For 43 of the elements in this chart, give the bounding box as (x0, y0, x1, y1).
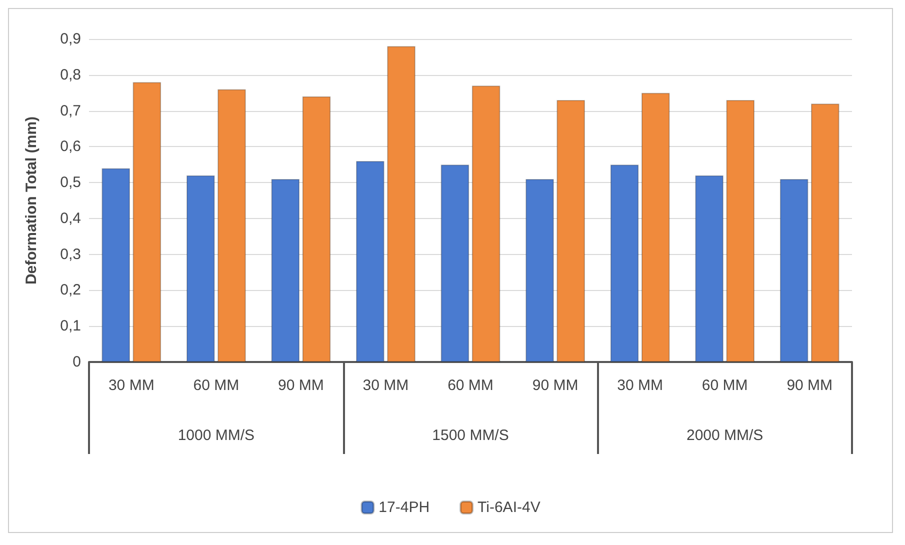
bar (102, 168, 130, 362)
bar (811, 104, 840, 362)
x-tick-label: 60 MM (448, 377, 494, 394)
x-tick-label: 90 MM (786, 377, 833, 394)
bar (356, 161, 384, 362)
y-tick-label: 0,5 (60, 174, 81, 192)
bar (387, 46, 416, 362)
legend-label: 17-4PH (378, 499, 430, 516)
text: 1000 MM/S (178, 427, 255, 444)
bar (695, 175, 724, 362)
bar (641, 92, 670, 362)
y-tick-label: 0,1 (60, 318, 81, 335)
bar (218, 89, 246, 362)
bar (186, 175, 215, 362)
y-tick-label: 0,9 (60, 30, 81, 48)
x-tick-label: 30 MM (617, 377, 663, 394)
bar (780, 178, 808, 362)
y-tick-label: 0,2 (60, 282, 81, 299)
bar (132, 82, 162, 362)
y-tick-label: 0 (72, 354, 81, 370)
x-tick-label: 60 MM (702, 377, 748, 394)
y-tick-label: 0,6 (60, 138, 81, 156)
text: 2000 MM/S (686, 427, 764, 444)
bar (271, 178, 300, 362)
bar (526, 178, 554, 362)
legend-label: Ti-6AI-4V (478, 499, 540, 516)
x-tick-label: 90 MM (278, 377, 324, 394)
y-tick-label: 0,4 (60, 210, 81, 227)
y-axis-title: Deformation Total (mm) (23, 116, 40, 285)
x-tick-label: 60 MM (193, 377, 240, 394)
x-tick-label: 30 MM (362, 377, 409, 394)
text: 1500 MM/S (432, 427, 509, 444)
x-tick-label: 90 MM (532, 377, 578, 394)
x-tick-label: 30 MM (108, 377, 154, 394)
bar (556, 100, 585, 362)
bar (610, 164, 639, 362)
bar (472, 86, 500, 362)
bar (440, 164, 470, 362)
y-tick-label: 0,7 (60, 102, 81, 120)
y-tick-label: 0,8 (60, 66, 81, 84)
y-tick-label: 0,3 (60, 246, 81, 263)
bar (302, 96, 331, 362)
bar (726, 100, 755, 362)
